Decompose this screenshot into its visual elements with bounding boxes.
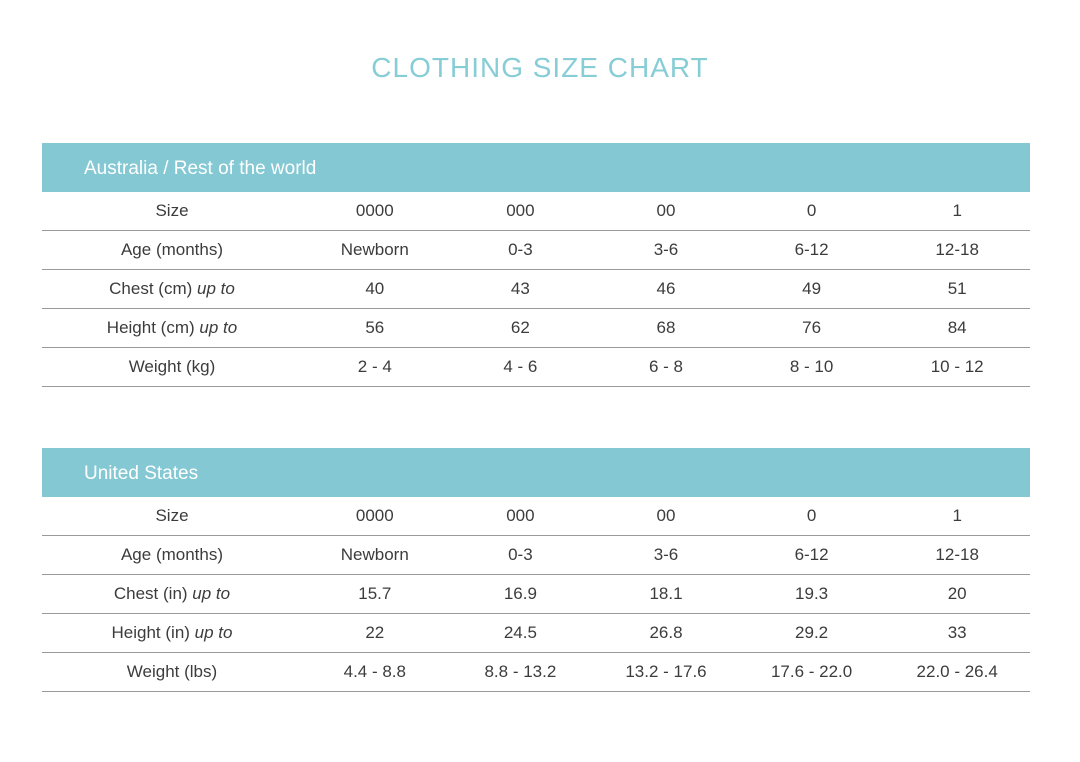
table-cell: 3-6 [653,240,679,259]
table-cell: 6-12 [794,545,829,564]
table-row: Height (in) up to 22 24.5 26.8 29.2 33 [42,614,1030,653]
table-cell: 43 [510,279,530,298]
row-label: Chest (in) up to [42,584,302,604]
row-label: Size [42,506,302,526]
page-title: CLOTHING SIZE CHART [371,52,709,83]
row-label-text: Size [155,506,189,525]
row-label-text: Weight (kg) [128,357,216,376]
table-cell: Newborn [340,240,409,259]
row-label-suffix: up to [197,279,235,298]
table-row: Size 0000 000 00 0 1 [42,497,1030,536]
table-cell: 18.1 [649,584,683,603]
table-cell: 0 [806,201,817,220]
table-cell: 000 [506,506,535,525]
table-cell: 24.5 [503,623,537,642]
table-cell: 13.2 - 17.6 [625,662,707,681]
table-cell: 0 [806,506,817,525]
table-cell: 33 [947,623,967,642]
table-heading: United States [42,448,1030,497]
table-cell: 8 - 10 [789,357,834,376]
table-cell: 15.7 [358,584,392,603]
table-cell: 1 [952,506,962,525]
table-cell: 49 [802,279,822,298]
row-label-text: Height (in) [111,623,190,642]
table-cell: 4 - 6 [503,357,538,376]
row-label-text: Height (cm) [106,318,195,337]
row-label: Size [42,201,302,221]
table-cell: 000 [506,201,535,220]
table-cell: 19.3 [795,584,829,603]
table-cell: 84 [947,318,967,337]
table-cell: 46 [656,279,676,298]
row-label-text: Weight (lbs) [126,662,218,681]
table-cell: 56 [365,318,385,337]
table-cell: 8.8 - 13.2 [484,662,557,681]
table-cell: 17.6 - 22.0 [770,662,853,681]
row-label-suffix: up to [199,318,238,337]
table-cell: 29.2 [795,623,829,642]
row-label-text: Age (months) [120,545,224,564]
table-cell: 26.8 [649,623,683,642]
table-cell: 12-18 [935,240,979,259]
row-label-text: Chest (in) [113,584,188,603]
table-cell: 51 [947,279,967,298]
row-label: Weight (kg) [42,357,302,377]
table-cell: 20 [947,584,967,603]
table-cell: Newborn [340,545,409,564]
row-label: Weight (lbs) [42,662,302,682]
row-label: Height (in) up to [42,623,302,643]
row-label-suffix: up to [192,584,231,603]
table-cell: 76 [802,318,822,337]
table-cell: 68 [656,318,676,337]
table-row: Weight (lbs) 4.4 - 8.8 8.8 - 13.2 13.2 - 17… [42,653,1030,692]
table-cell: 10 - 12 [930,357,984,376]
table-row: Size 0000 000 00 0 1 [42,192,1030,231]
table-cell: 12-18 [935,545,979,564]
table-row: Chest (cm) up to 40 43 46 49 51 [42,270,1030,309]
row-label: Height (cm) up to [42,318,302,338]
row-label-text: Age (months) [120,240,224,259]
table-cell: 40 [365,279,385,298]
table-cell: 0000 [355,201,394,220]
table-heading: Australia / Rest of the world [42,143,1030,192]
row-label-suffix: up to [194,623,233,642]
table-row: Age (months) Newborn 0-3 3-6 6-12 12-18 [42,536,1030,575]
table-cell: 0000 [355,506,394,525]
table-cell: 62 [510,318,530,337]
table-cell: 6-12 [794,240,829,259]
table-cell: 22.0 - 26.4 [916,662,998,681]
table-cell: 0-3 [508,545,533,564]
row-label: Age (months) [42,545,302,565]
size-table-united-states: United States Size 0000 000 00 0 1 Age (months… [42,448,1030,692]
table-cell: 00 [656,506,676,525]
table-cell: 1 [952,201,962,220]
table-cell: 3-6 [653,545,679,564]
table-cell: 22 [365,623,385,642]
table-cell: 6 - 8 [648,357,683,376]
table-row: Height (cm) up to 56 62 68 76 84 [42,309,1030,348]
row-label: Chest (cm) up to [42,279,302,299]
table-cell: 16.9 [503,584,537,603]
row-label-text: Chest (cm) [109,279,193,298]
row-label-text: Size [155,201,189,220]
size-table-australia: Australia / Rest of the world Size 0000 00… [42,143,1030,387]
table-cell: 4.4 - 8.8 [343,662,406,681]
table-cell: 00 [656,201,676,220]
table-row: Age (months) Newborn 0-3 3-6 6-12 12-18 [42,231,1030,270]
table-row: Chest (in) up to 15.7 16.9 18.1 19.3 20 [42,575,1030,614]
row-label: Age (months) [42,240,302,260]
table-cell: 0-3 [508,240,533,259]
table-row: Weight (kg) 2 - 4 4 - 6 6 - 8 8 - 10 10 - 12 [42,348,1030,387]
table-cell: 2 - 4 [357,357,392,376]
